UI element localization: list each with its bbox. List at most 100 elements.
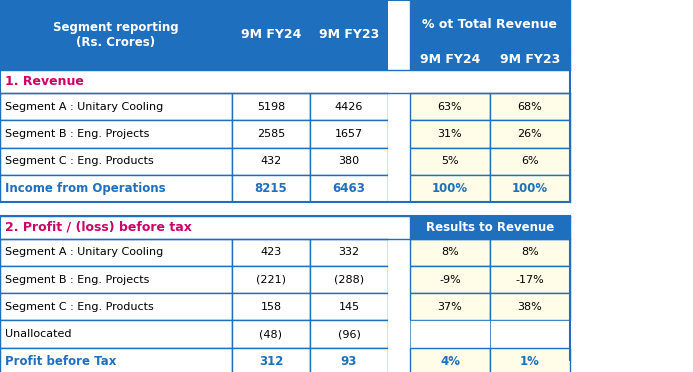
- FancyBboxPatch shape: [0, 202, 570, 215]
- FancyBboxPatch shape: [388, 347, 410, 372]
- FancyBboxPatch shape: [410, 239, 490, 266]
- FancyBboxPatch shape: [388, 175, 410, 202]
- FancyBboxPatch shape: [388, 320, 410, 347]
- FancyBboxPatch shape: [0, 347, 232, 372]
- FancyBboxPatch shape: [0, 121, 232, 148]
- Text: 432: 432: [261, 156, 281, 166]
- FancyBboxPatch shape: [490, 347, 570, 372]
- FancyBboxPatch shape: [410, 175, 490, 202]
- FancyBboxPatch shape: [310, 0, 388, 70]
- Text: 423: 423: [261, 247, 281, 257]
- FancyBboxPatch shape: [310, 148, 388, 175]
- FancyBboxPatch shape: [0, 320, 232, 347]
- FancyBboxPatch shape: [310, 293, 388, 320]
- FancyBboxPatch shape: [232, 121, 310, 148]
- Text: 332: 332: [338, 247, 360, 257]
- FancyBboxPatch shape: [388, 121, 410, 148]
- FancyBboxPatch shape: [0, 148, 232, 175]
- FancyBboxPatch shape: [388, 293, 410, 320]
- FancyBboxPatch shape: [490, 148, 570, 175]
- Text: 4426: 4426: [335, 102, 363, 112]
- Text: 93: 93: [341, 355, 357, 368]
- FancyBboxPatch shape: [0, 239, 232, 266]
- Text: 158: 158: [261, 302, 281, 312]
- FancyBboxPatch shape: [232, 320, 310, 347]
- FancyBboxPatch shape: [310, 347, 388, 372]
- FancyBboxPatch shape: [388, 0, 410, 70]
- FancyBboxPatch shape: [490, 49, 570, 70]
- Text: 100%: 100%: [512, 182, 548, 195]
- Text: (96): (96): [337, 329, 360, 339]
- Text: Segment C : Eng. Products: Segment C : Eng. Products: [5, 302, 154, 312]
- Text: 1. Revenue: 1. Revenue: [5, 75, 84, 88]
- Text: 100%: 100%: [432, 182, 468, 195]
- FancyBboxPatch shape: [410, 266, 490, 293]
- Text: 68%: 68%: [518, 102, 543, 112]
- FancyBboxPatch shape: [410, 148, 490, 175]
- FancyBboxPatch shape: [410, 49, 490, 70]
- FancyBboxPatch shape: [232, 0, 310, 70]
- FancyBboxPatch shape: [310, 320, 388, 347]
- FancyBboxPatch shape: [0, 70, 570, 93]
- Text: 1%: 1%: [520, 355, 540, 368]
- Text: Segment C : Eng. Products: Segment C : Eng. Products: [5, 156, 154, 166]
- Text: 6%: 6%: [521, 156, 539, 166]
- Text: Profit before Tax: Profit before Tax: [5, 355, 116, 368]
- Text: 9M FY23: 9M FY23: [500, 53, 560, 66]
- FancyBboxPatch shape: [232, 93, 310, 121]
- FancyBboxPatch shape: [232, 293, 310, 320]
- Text: -17%: -17%: [516, 275, 545, 285]
- FancyBboxPatch shape: [410, 293, 490, 320]
- Text: 5%: 5%: [441, 156, 459, 166]
- FancyBboxPatch shape: [0, 175, 232, 202]
- Text: 4%: 4%: [440, 355, 460, 368]
- Text: 9M FY23: 9M FY23: [319, 28, 379, 41]
- Text: Segment B : Eng. Projects: Segment B : Eng. Projects: [5, 129, 150, 139]
- FancyBboxPatch shape: [388, 148, 410, 175]
- FancyBboxPatch shape: [310, 121, 388, 148]
- Text: 31%: 31%: [438, 129, 462, 139]
- FancyBboxPatch shape: [310, 239, 388, 266]
- Text: 38%: 38%: [518, 302, 543, 312]
- Text: 9M FY24: 9M FY24: [240, 28, 301, 41]
- Text: -9%: -9%: [439, 275, 461, 285]
- Text: 145: 145: [338, 302, 360, 312]
- FancyBboxPatch shape: [410, 121, 490, 148]
- FancyBboxPatch shape: [490, 121, 570, 148]
- Text: 2. Profit / (loss) before tax: 2. Profit / (loss) before tax: [5, 221, 192, 234]
- Text: 8215: 8215: [254, 182, 288, 195]
- FancyBboxPatch shape: [310, 266, 388, 293]
- FancyBboxPatch shape: [0, 0, 232, 70]
- Text: (288): (288): [334, 275, 364, 285]
- FancyBboxPatch shape: [0, 215, 570, 239]
- Text: 8%: 8%: [441, 247, 459, 257]
- Text: 37%: 37%: [437, 302, 462, 312]
- FancyBboxPatch shape: [490, 320, 570, 347]
- Text: 312: 312: [258, 355, 283, 368]
- Text: 26%: 26%: [518, 129, 543, 139]
- FancyBboxPatch shape: [490, 293, 570, 320]
- FancyBboxPatch shape: [232, 266, 310, 293]
- Text: 63%: 63%: [438, 102, 462, 112]
- FancyBboxPatch shape: [232, 148, 310, 175]
- Text: (221): (221): [256, 275, 286, 285]
- FancyBboxPatch shape: [232, 175, 310, 202]
- FancyBboxPatch shape: [410, 320, 490, 347]
- FancyBboxPatch shape: [490, 239, 570, 266]
- Text: Segment B : Eng. Projects: Segment B : Eng. Projects: [5, 275, 150, 285]
- FancyBboxPatch shape: [310, 175, 388, 202]
- Text: 1657: 1657: [335, 129, 363, 139]
- Text: 8%: 8%: [521, 247, 539, 257]
- FancyBboxPatch shape: [410, 215, 570, 239]
- FancyBboxPatch shape: [232, 347, 310, 372]
- FancyBboxPatch shape: [0, 266, 232, 293]
- Text: 2585: 2585: [257, 129, 285, 139]
- Text: 6463: 6463: [333, 182, 365, 195]
- FancyBboxPatch shape: [388, 93, 410, 121]
- FancyBboxPatch shape: [490, 266, 570, 293]
- Text: Unallocated: Unallocated: [5, 329, 71, 339]
- FancyBboxPatch shape: [410, 93, 490, 121]
- FancyBboxPatch shape: [490, 93, 570, 121]
- Text: Segment reporting
(Rs. Crores): Segment reporting (Rs. Crores): [53, 21, 179, 49]
- FancyBboxPatch shape: [388, 266, 410, 293]
